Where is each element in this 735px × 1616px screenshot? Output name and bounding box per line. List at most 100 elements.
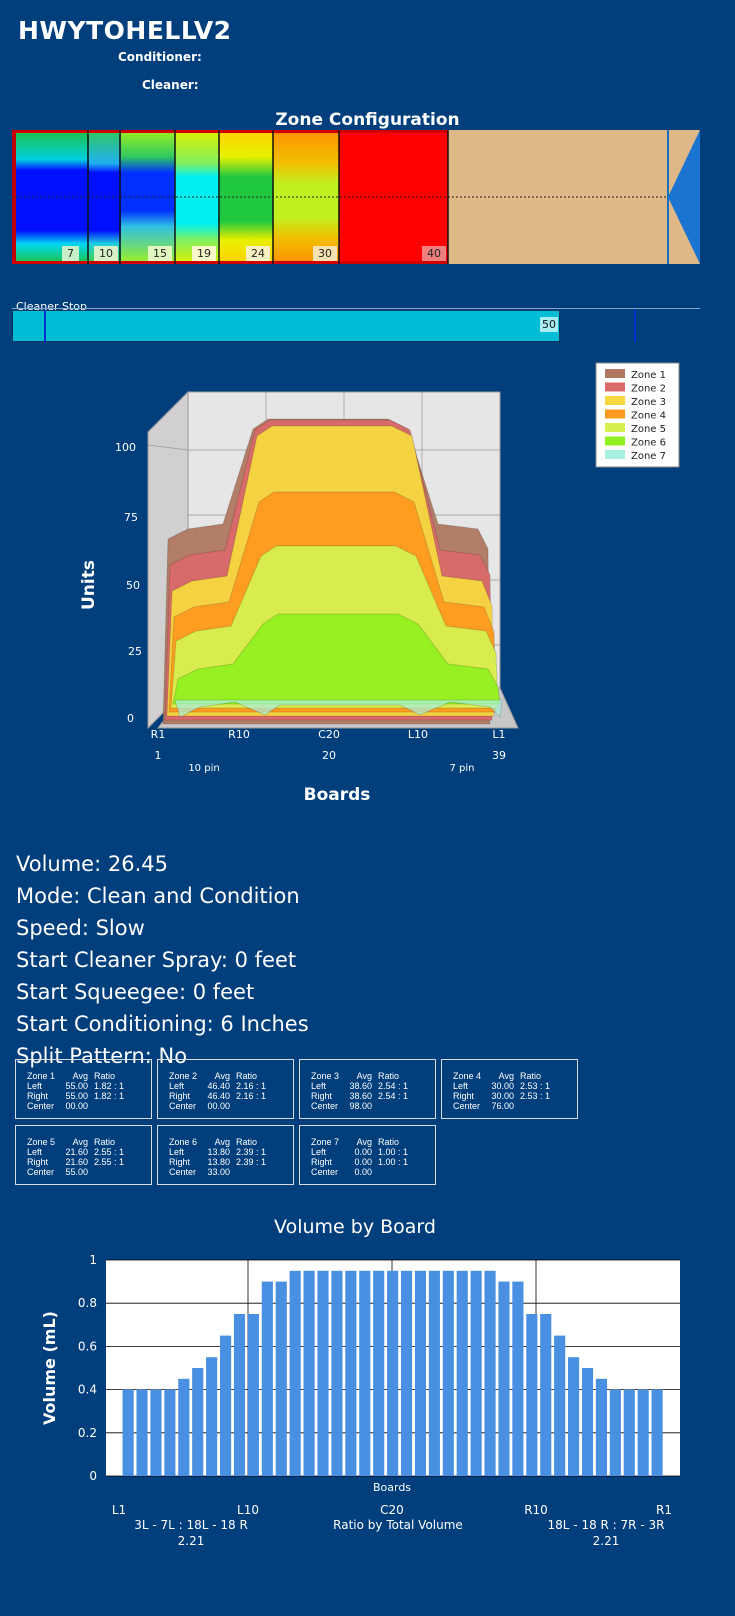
zone-marker-7: 7 [62, 246, 79, 261]
zone-summary-cell: Center [453, 1101, 481, 1111]
zone-summary-cell: 46.40 [207, 1091, 230, 1101]
volume-bar-board-13 [289, 1270, 301, 1476]
volume-bar-board-39 [651, 1389, 663, 1476]
zone-summary-cell: 2.55 : 1 [94, 1147, 125, 1157]
legend-label: Zone 4 [631, 411, 666, 422]
zone-summary-cell: Right [169, 1157, 191, 1167]
zone-summary-cell: Left [453, 1081, 469, 1091]
volume-y-axis-label: Volume (mL) [40, 1311, 59, 1425]
zone-marker-10: 10 [94, 246, 118, 261]
cleaner-label: Cleaner: [142, 78, 199, 92]
volume-bar-board-19 [373, 1270, 385, 1476]
zone-marker-40: 40 [422, 246, 446, 261]
zone-summary-cell: 0.00 [354, 1167, 372, 1177]
zone-summary-cell: 1.00 : 1 [378, 1157, 409, 1167]
legend-label: Zone 6 [631, 438, 666, 449]
volume-bar-board-14 [303, 1270, 315, 1476]
volume-bar-board-5 [178, 1378, 190, 1476]
x-tick-board-39: 39 [492, 749, 506, 762]
zone-summary-cell: Left [27, 1081, 43, 1091]
legend-swatch [605, 409, 625, 419]
zone-summary-cell: Left [169, 1147, 185, 1157]
stat-volume: Volume: 26.45 [16, 852, 168, 876]
volume-bar-board-18 [359, 1270, 371, 1476]
zone-summary-cell: 1.82 : 1 [94, 1091, 125, 1101]
zone-summary-box: Zone 1 Avg Ratio Left 55.00 1.82 : 1 Right 55.0… [15, 1059, 152, 1119]
zone-summary-cell: 2.53 : 1 [520, 1081, 551, 1091]
zone-6-layer [172, 613, 501, 705]
y-tick-0: 0 [127, 712, 134, 725]
zone-marker-15: 15 [148, 246, 172, 261]
volume-bar-board-28 [498, 1281, 510, 1476]
volume-bar-board-22 [414, 1270, 427, 1476]
volume-bar-board-35 [595, 1378, 607, 1476]
y-tick-label: 0.4 [78, 1383, 97, 1397]
x-tick-R1: R1 [151, 728, 166, 741]
volume-bar-board-8 [219, 1335, 232, 1476]
zone-summary-cell: 2.39 : 1 [236, 1147, 267, 1157]
zone-summary-box: Zone 4 Avg Ratio Left 30.00 2.53 : 1 Right 30.0… [441, 1059, 578, 1119]
ratio-left-label: 3L - 7L : 18L - 18 R [134, 1518, 248, 1532]
zone-summary-cell: Center [27, 1101, 55, 1111]
zone-summary-cell: 13.80 [207, 1157, 230, 1167]
zone-summary-cell: Ratio [236, 1071, 258, 1081]
zone-summary-cell: Ratio [236, 1137, 258, 1147]
zone-summary-cell: 2.55 : 1 [94, 1157, 125, 1167]
volume-bar-board-6 [192, 1368, 204, 1476]
zone-summary-cell: 13.80 [207, 1147, 230, 1157]
cleaner-stop-value: 50 [540, 317, 558, 332]
legend-swatch [605, 396, 625, 405]
volume-bar-board-20 [387, 1270, 399, 1476]
board-label-L1: L1 [112, 1503, 126, 1517]
ratio-left-value: 2.21 [178, 1534, 205, 1548]
cleaner-stop-track: 50 [12, 310, 700, 342]
zone-summary-cell: 21.60 [65, 1147, 88, 1157]
volume-bar-board-26 [470, 1270, 482, 1476]
zone-summary-cell: Left [311, 1081, 327, 1091]
volume-bar-board-7 [206, 1357, 218, 1476]
volume-bar-board-33 [568, 1357, 580, 1476]
x-tick-7-pin: 7 pin [449, 763, 474, 774]
legend-label: Zone 7 [631, 451, 666, 462]
volume-bar-board-25 [456, 1270, 468, 1476]
stat-speed: Speed: Slow [16, 916, 145, 940]
zone-7-layer [174, 699, 503, 719]
zone-summary-cell: Left [169, 1081, 185, 1091]
zone-summary-cell: Right [311, 1157, 333, 1167]
zone-summary-cell: Avg [498, 1071, 514, 1081]
zone-summary-cell: Ratio [520, 1071, 542, 1081]
zone-summary-cell: 38.60 [349, 1081, 372, 1091]
legend-label: Zone 1 [631, 370, 666, 381]
y-axis-label: Units [79, 560, 99, 610]
pattern-title: HWYTOHELLV2 [18, 16, 232, 45]
y-tick-100: 100 [115, 441, 136, 454]
zone-configuration-graphic: 7 10 15 19 24 30 40 [12, 130, 700, 264]
zone-summary-cell: Ratio [378, 1071, 400, 1081]
volume-bar-board-34 [581, 1368, 594, 1476]
board-label-R10: R10 [524, 1503, 548, 1517]
zone-summary-cell: 2.16 : 1 [236, 1091, 267, 1101]
zone-summary-cell: Zone 1 [27, 1071, 56, 1081]
legend-label: Zone 5 [631, 424, 666, 435]
x-tick-L10: L10 [408, 728, 428, 741]
zone-summary-cell: 30.00 [491, 1091, 514, 1101]
zone-summary-box: Zone 5 Avg Ratio Left 21.60 2.55 : 1 Right 21.6… [15, 1125, 152, 1185]
cleaner-stop-bar [12, 310, 560, 342]
zone-summary-cell: 21.60 [65, 1157, 88, 1167]
y-tick-25: 25 [128, 645, 142, 658]
y-tick-label: 0.2 [78, 1426, 97, 1440]
board-label-L10: L10 [237, 1503, 259, 1517]
x-tick-R10: R10 [228, 728, 250, 741]
zone-summary-cell: Ratio [94, 1137, 116, 1147]
legend-swatch [605, 423, 625, 432]
zone-summary-cell: 55.00 [65, 1081, 88, 1091]
zone-summary-cell: Left [311, 1147, 327, 1157]
chart-legend: Zone 1 Zone 2 Zone 3 Zone 4 Zone 5 Zone 6 Zone… [595, 362, 680, 468]
stat-start-squeegee: Start Squeegee: 0 feet [16, 980, 255, 1004]
volume-bar-board-21 [400, 1270, 413, 1476]
board-labels: L1 L10 C20 R10 R1 [112, 1503, 672, 1517]
zone-summary-cell: 38.60 [349, 1091, 372, 1101]
x-tick-board-20: 20 [322, 749, 336, 762]
zone-summary-cell: 76.00 [491, 1101, 514, 1111]
zone-summary-cell: 2.54 : 1 [378, 1081, 409, 1091]
